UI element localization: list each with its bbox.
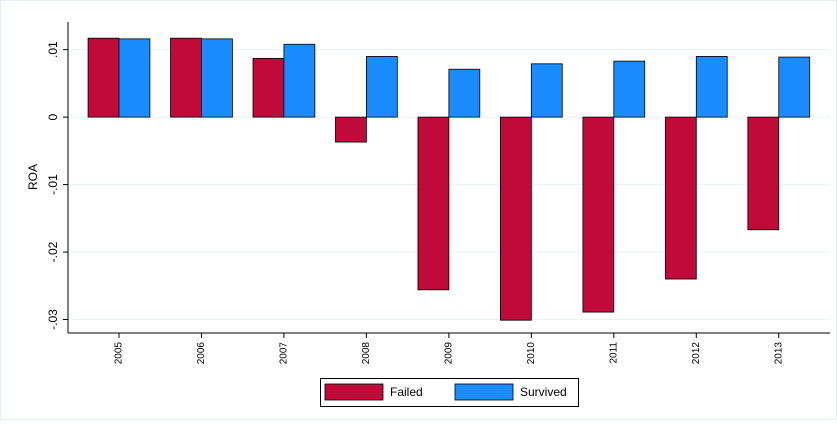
- bar: [87, 37, 120, 118]
- x-tick-label: 2010: [526, 342, 537, 365]
- x-tick-label: 2008: [361, 342, 372, 365]
- y-tick-label: .01: [46, 41, 60, 58]
- bar: [778, 56, 811, 118]
- x-tick-label: 2011: [608, 342, 619, 364]
- legend-label: Survived: [520, 385, 567, 399]
- bar: [747, 116, 780, 231]
- legend-key: [454, 383, 514, 401]
- bar: [366, 56, 398, 118]
- legend-label: Failed: [390, 385, 423, 399]
- bar: [613, 60, 646, 118]
- y-tick-label: -.03: [46, 309, 60, 330]
- bar: [500, 116, 532, 321]
- y-tick-label: 0: [46, 113, 60, 120]
- x-tick-label: 2013: [773, 342, 784, 365]
- bar: [530, 63, 563, 118]
- x-tick-label: 2007: [279, 342, 290, 365]
- legend-key: [324, 383, 384, 401]
- bar: [582, 116, 615, 313]
- bar: [695, 56, 728, 118]
- bar: [252, 58, 285, 118]
- bar: [448, 68, 481, 118]
- bar: [664, 116, 697, 280]
- y-axis-label: ROA: [26, 164, 40, 190]
- bar: [417, 116, 450, 291]
- bar: [335, 116, 367, 143]
- legend: Failed Survived: [320, 378, 579, 407]
- x-tick-label: 2009: [444, 342, 455, 365]
- bar: [118, 38, 151, 118]
- x-tick-label: 2012: [691, 342, 702, 365]
- y-tick-label: -.01: [46, 174, 60, 195]
- bar: [201, 38, 233, 118]
- x-tick-label: 2006: [196, 342, 207, 365]
- x-tick-label: 2005: [114, 342, 125, 365]
- bar: [283, 43, 316, 118]
- bar: [170, 37, 202, 118]
- y-tick-label: -.02: [46, 241, 60, 262]
